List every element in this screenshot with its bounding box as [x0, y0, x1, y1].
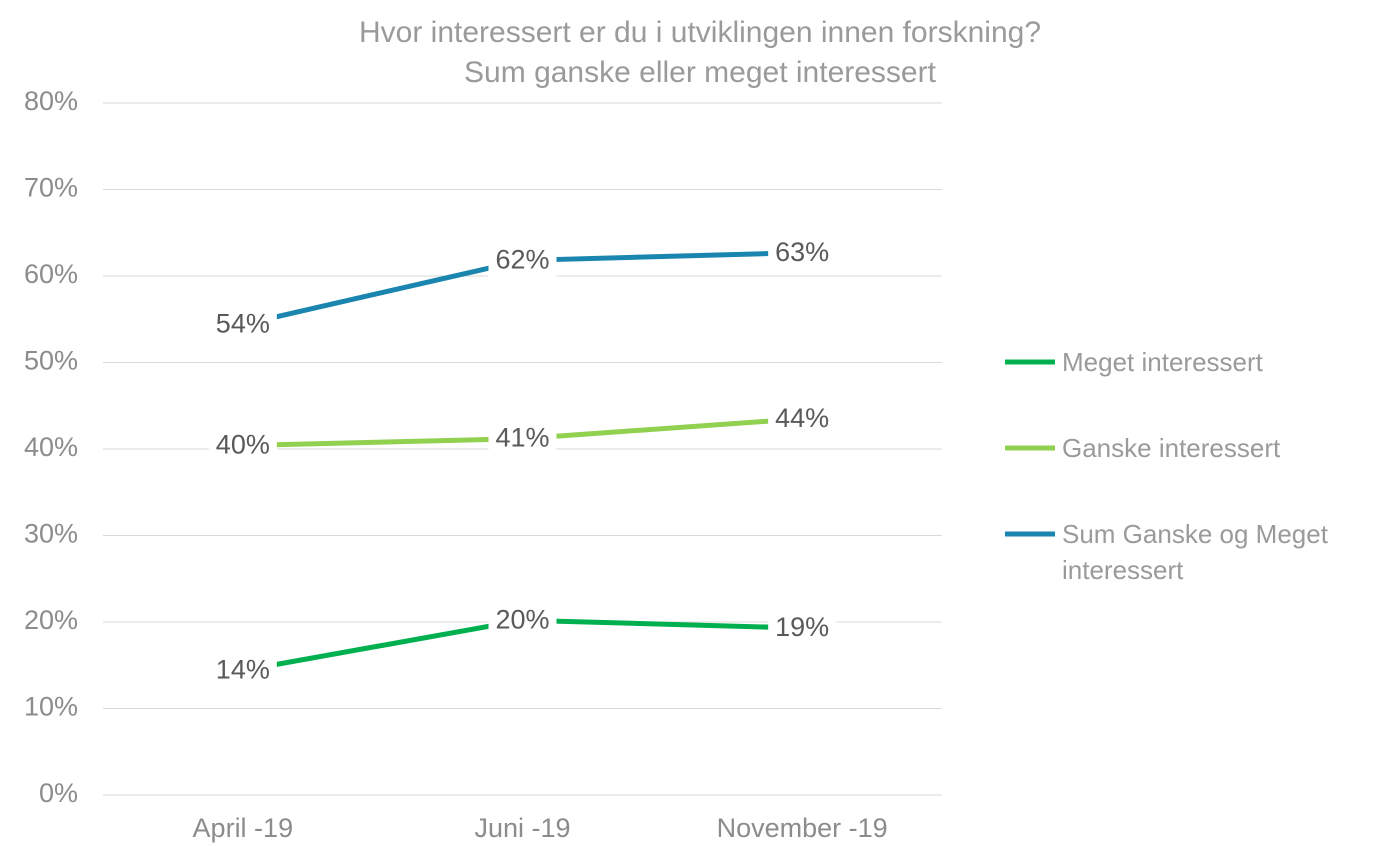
- x-tick-label: April -19: [193, 813, 294, 843]
- data-label-bg: [768, 401, 837, 436]
- legend-label: Sum Ganske og Meget interessert: [1062, 519, 1328, 585]
- data-label: 40%: [216, 430, 270, 460]
- data-label-bg: [488, 603, 557, 638]
- legend-label: Ganske interessert: [1062, 433, 1281, 463]
- data-label-bg: [768, 611, 837, 646]
- y-tick-label: 20%: [24, 605, 78, 635]
- data-label: 44%: [775, 403, 829, 433]
- chart-title: Hvor interessert er du i utviklingen inn…: [359, 16, 1041, 49]
- y-tick-label: 50%: [24, 346, 78, 376]
- data-label: 63%: [775, 237, 829, 267]
- y-tick-label: 60%: [24, 259, 78, 289]
- data-label-bg: [208, 653, 277, 688]
- x-tick-label: November -19: [717, 813, 888, 843]
- data-label: 19%: [775, 612, 829, 642]
- data-label: 14%: [216, 655, 270, 685]
- data-label-bg: [488, 421, 557, 456]
- data-label: 20%: [495, 604, 549, 634]
- data-label: 62%: [495, 245, 549, 275]
- legend-label: Meget interessert: [1062, 347, 1263, 377]
- data-label-bg: [768, 235, 837, 270]
- y-tick-label: 70%: [24, 173, 78, 203]
- chart-subtitle: Sum ganske eller meget interessert: [464, 56, 937, 89]
- data-label-bg: [208, 428, 277, 463]
- legend-item: Ganske interessert: [1062, 433, 1281, 463]
- legend-item: Sum Ganske og Meget interessert: [1062, 519, 1328, 585]
- data-label-bg: [488, 243, 557, 278]
- legend-item: Meget interessert: [1062, 347, 1263, 377]
- x-tick-label: Juni -19: [474, 813, 570, 843]
- y-tick-label: 10%: [24, 692, 78, 722]
- data-label: 41%: [495, 423, 549, 453]
- data-label: 54%: [216, 309, 270, 339]
- y-tick-label: 0%: [39, 778, 78, 808]
- y-tick-label: 40%: [24, 432, 78, 462]
- data-label-bg: [208, 307, 277, 342]
- y-tick-label: 30%: [24, 519, 78, 549]
- y-tick-label: 80%: [24, 86, 78, 116]
